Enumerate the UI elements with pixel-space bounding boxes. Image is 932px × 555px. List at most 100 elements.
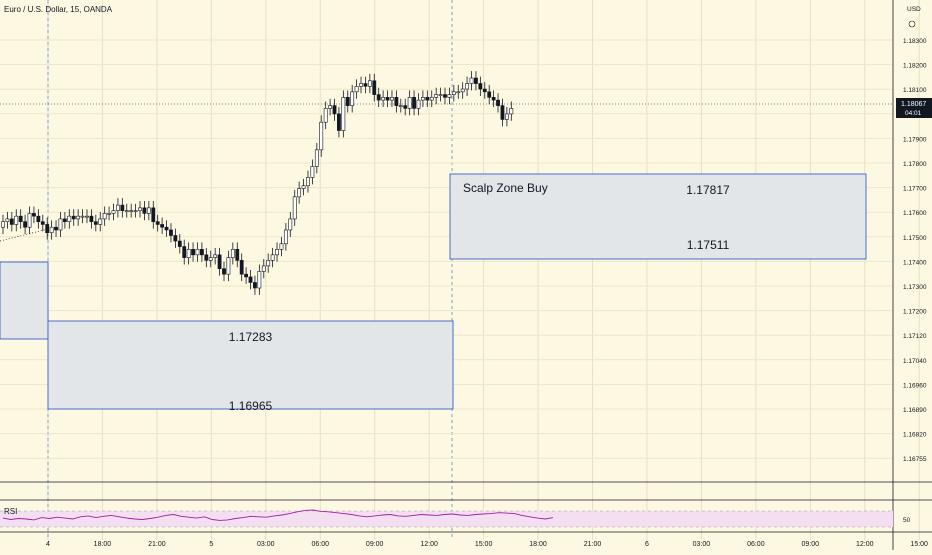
currency-label: USD: [907, 6, 921, 13]
candle: [120, 204, 125, 211]
candle: [111, 210, 116, 214]
candle: [253, 282, 257, 289]
candle: [80, 215, 85, 218]
candle: [173, 235, 178, 242]
candle: [98, 218, 103, 225]
candle: [438, 94, 443, 96]
x-tick-label: 12:00: [856, 541, 874, 548]
candle: [456, 91, 461, 94]
candle: [102, 213, 107, 220]
candle: [58, 218, 63, 231]
candle: [345, 97, 350, 106]
y-tick-label: 1.17800: [903, 161, 927, 168]
candle: [32, 213, 36, 217]
candle: [142, 207, 147, 214]
zone-name: Scalp Zone Buy: [463, 181, 548, 195]
y-tick-label: 1.17600: [903, 210, 927, 217]
candle: [14, 215, 19, 225]
candle: [40, 221, 45, 225]
candle: [354, 85, 359, 93]
y-tick-label: 1.16820: [903, 432, 927, 439]
candle: [420, 97, 425, 101]
candle: [491, 97, 496, 101]
candle: [496, 99, 500, 106]
candle: [283, 229, 288, 245]
candle: [248, 276, 253, 283]
candle: [45, 224, 50, 234]
candle: [328, 105, 332, 109]
y-tick-label: 1.17300: [903, 284, 927, 291]
y-tick-label: 1.17700: [903, 186, 927, 193]
candle: [306, 177, 310, 187]
candle: [363, 83, 368, 87]
candle: [398, 105, 403, 107]
candle: [500, 105, 505, 120]
x-tick-label: 06:00: [311, 541, 329, 548]
zone-box: [449, 173, 867, 260]
y-tick-label: 1.16755: [903, 456, 927, 463]
candle: [177, 240, 182, 247]
candle: [288, 218, 293, 231]
candle: [416, 99, 421, 109]
current-price-countdown: 04:01: [905, 110, 922, 117]
settings-icon: [908, 20, 916, 28]
candle: [71, 215, 76, 220]
candle: [9, 218, 14, 225]
x-tick-label: 4: [46, 541, 50, 548]
candle: [195, 249, 200, 256]
candle: [474, 77, 478, 84]
candle: [107, 213, 111, 215]
x-tick-label: 18:00: [529, 541, 547, 548]
candle: [390, 97, 394, 101]
candle: [270, 254, 275, 261]
zone-top-label: 1.17283: [229, 330, 273, 344]
candle: [217, 254, 222, 269]
candle: [429, 97, 434, 101]
candle: [138, 207, 142, 211]
zone-top-label: 1.17817: [686, 183, 730, 197]
candle: [124, 210, 129, 212]
candle: [186, 249, 191, 258]
candle: [266, 260, 271, 267]
candle: [301, 185, 306, 189]
candle: [434, 94, 439, 98]
candle: [85, 215, 89, 218]
x-tick-label: 09:00: [802, 541, 820, 548]
y-tick-label: 1.17900: [903, 136, 927, 143]
candle: [487, 91, 492, 98]
candle: [222, 268, 226, 275]
candle: [385, 97, 390, 101]
x-tick-label: 21:00: [584, 541, 602, 548]
x-tick-label: 5: [209, 541, 213, 548]
y-tick-label: 1.18300: [903, 38, 927, 45]
candle: [261, 265, 266, 272]
y-tick-label: 1.17120: [903, 333, 927, 340]
candle: [279, 243, 284, 250]
y-tick-label: 1.18100: [903, 87, 927, 94]
candle: [244, 273, 249, 278]
candle: [27, 213, 32, 228]
candle: [341, 97, 346, 131]
candle: [504, 113, 509, 120]
candle: [443, 94, 447, 98]
candle: [230, 249, 235, 258]
candle: [314, 149, 319, 167]
candle: [76, 215, 81, 220]
candle: [116, 204, 120, 211]
candle: [381, 97, 386, 101]
zone-bottom-label: 1.17511: [687, 238, 730, 252]
candle: [133, 210, 138, 212]
x-tick-label: 03:00: [693, 541, 711, 548]
x-tick-label: 15:00: [475, 541, 493, 548]
y-tick-label: 1.17500: [903, 235, 927, 242]
y-tick-label: 1.17040: [903, 358, 927, 365]
rsi-level-label: 50: [903, 517, 911, 524]
candle: [359, 83, 363, 87]
candle: [425, 97, 430, 101]
candle: [297, 188, 302, 198]
candle: [208, 257, 213, 261]
x-tick-label: 21:00: [148, 541, 166, 548]
rsi-line: [2, 509, 554, 521]
